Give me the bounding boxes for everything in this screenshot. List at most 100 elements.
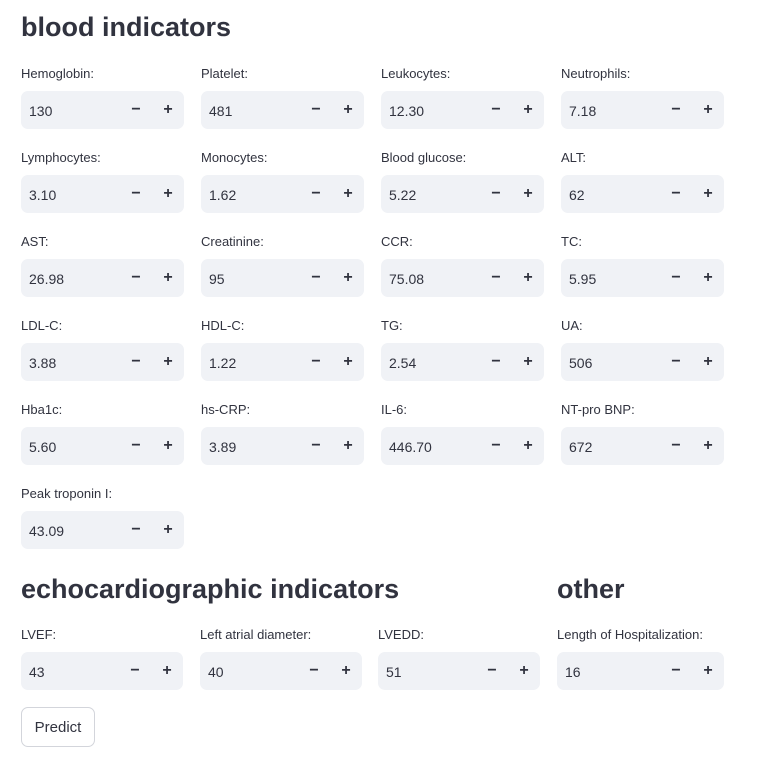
platelet-increment-button[interactable]: +: [343, 101, 353, 118]
il-6-increment-button[interactable]: +: [523, 437, 533, 454]
hospitalization-length-decrement-button[interactable]: −: [671, 662, 681, 679]
platelet-input[interactable]: 481 − +: [201, 91, 364, 129]
hemoglobin-value[interactable]: 130: [29, 103, 53, 119]
blood-glucose-value[interactable]: 5.22: [389, 187, 417, 203]
hemoglobin-increment-button[interactable]: +: [163, 101, 173, 118]
alt-decrement-button[interactable]: −: [671, 185, 681, 202]
tg-input[interactable]: 2.54 − +: [381, 343, 544, 381]
nt-pro-bnp-increment-button[interactable]: +: [703, 437, 713, 454]
lymphocytes-value[interactable]: 3.10: [29, 187, 57, 203]
hdl-c-increment-button[interactable]: +: [343, 353, 353, 370]
hs-crp-input[interactable]: 3.89 − +: [201, 427, 364, 465]
nt-pro-bnp-input[interactable]: 672 − +: [561, 427, 724, 465]
hemoglobin-decrement-button[interactable]: −: [131, 101, 141, 118]
hba1c-input[interactable]: 5.60 − +: [21, 427, 184, 465]
hs-crp-value[interactable]: 3.89: [209, 439, 237, 455]
lvef-increment-button[interactable]: +: [162, 662, 172, 679]
ua-increment-button[interactable]: +: [703, 353, 713, 370]
monocytes-increment-button[interactable]: +: [343, 185, 353, 202]
hba1c-value[interactable]: 5.60: [29, 439, 57, 455]
leukocytes-value[interactable]: 12.30: [389, 103, 425, 119]
alt-increment-button[interactable]: +: [703, 185, 713, 202]
ldl-c-increment-button[interactable]: +: [163, 353, 173, 370]
il-6-input[interactable]: 446.70 − +: [381, 427, 544, 465]
neutrophils-increment-button[interactable]: +: [703, 101, 713, 118]
creatinine-input[interactable]: 95 − +: [201, 259, 364, 297]
tc-input[interactable]: 5.95 − +: [561, 259, 724, 297]
neutrophils-value[interactable]: 7.18: [569, 103, 597, 119]
blood-glucose-increment-button[interactable]: +: [523, 185, 533, 202]
tg-increment-button[interactable]: +: [523, 353, 533, 370]
peak-troponin-decrement-button[interactable]: −: [131, 521, 141, 538]
leukocytes-increment-button[interactable]: +: [523, 101, 533, 118]
blood-glucose-decrement-button[interactable]: −: [491, 185, 501, 202]
platelet-decrement-button[interactable]: −: [311, 101, 321, 118]
peak-troponin-input[interactable]: 43.09 − +: [21, 511, 184, 549]
ast-value[interactable]: 26.98: [29, 271, 65, 287]
platelet-value[interactable]: 481: [209, 103, 233, 119]
lvedd-value[interactable]: 51: [386, 664, 402, 680]
ccr-decrement-button[interactable]: −: [491, 269, 501, 286]
il-6-decrement-button[interactable]: −: [491, 437, 501, 454]
tc-increment-button[interactable]: +: [703, 269, 713, 286]
ua-decrement-button[interactable]: −: [671, 353, 681, 370]
neutrophils-input[interactable]: 7.18 − +: [561, 91, 724, 129]
ccr-increment-button[interactable]: +: [523, 269, 533, 286]
hospitalization-length-value[interactable]: 16: [565, 664, 581, 680]
creatinine-value[interactable]: 95: [209, 271, 225, 287]
tc-value[interactable]: 5.95: [569, 271, 597, 287]
creatinine-increment-button[interactable]: +: [343, 269, 353, 286]
blood-glucose-input[interactable]: 5.22 − +: [381, 175, 544, 213]
hba1c-decrement-button[interactable]: −: [131, 437, 141, 454]
ast-increment-button[interactable]: +: [163, 269, 173, 286]
hdl-c-decrement-button[interactable]: −: [311, 353, 321, 370]
hdl-c-input[interactable]: 1.22 − +: [201, 343, 364, 381]
hospitalization-length-input[interactable]: 16 − +: [557, 652, 724, 690]
ccr-input[interactable]: 75.08 − +: [381, 259, 544, 297]
ldl-c-input[interactable]: 3.88 − +: [21, 343, 184, 381]
ccr-value[interactable]: 75.08: [389, 271, 425, 287]
hemoglobin-input[interactable]: 130 − +: [21, 91, 184, 129]
lymphocytes-input[interactable]: 3.10 − +: [21, 175, 184, 213]
left-atrial-diameter-value[interactable]: 40: [208, 664, 224, 680]
ast-decrement-button[interactable]: −: [131, 269, 141, 286]
hs-crp-increment-button[interactable]: +: [343, 437, 353, 454]
lvef-decrement-button[interactable]: −: [130, 662, 140, 679]
tc-decrement-button[interactable]: −: [671, 269, 681, 286]
ua-value[interactable]: 506: [569, 355, 593, 371]
ua-input[interactable]: 506 − +: [561, 343, 724, 381]
lvedd-input[interactable]: 51 − +: [378, 652, 540, 690]
left-atrial-diameter-input[interactable]: 40 − +: [200, 652, 362, 690]
ast-input[interactable]: 26.98 − +: [21, 259, 184, 297]
alt-input[interactable]: 62 − +: [561, 175, 724, 213]
lymphocytes-increment-button[interactable]: +: [163, 185, 173, 202]
tg-value[interactable]: 2.54: [389, 355, 417, 371]
ldl-c-decrement-button[interactable]: −: [131, 353, 141, 370]
lvef-input[interactable]: 43 − +: [21, 652, 183, 690]
monocytes-value[interactable]: 1.62: [209, 187, 237, 203]
nt-pro-bnp-decrement-button[interactable]: −: [671, 437, 681, 454]
hba1c-increment-button[interactable]: +: [163, 437, 173, 454]
lvef-value[interactable]: 43: [29, 664, 45, 680]
leukocytes-decrement-button[interactable]: −: [491, 101, 501, 118]
neutrophils-decrement-button[interactable]: −: [671, 101, 681, 118]
hs-crp-decrement-button[interactable]: −: [311, 437, 321, 454]
lymphocytes-decrement-button[interactable]: −: [131, 185, 141, 202]
monocytes-input[interactable]: 1.62 − +: [201, 175, 364, 213]
leukocytes-input[interactable]: 12.30 − +: [381, 91, 544, 129]
lvedd-increment-button[interactable]: +: [519, 662, 529, 679]
il-6-value[interactable]: 446.70: [389, 439, 432, 455]
left-atrial-diameter-decrement-button[interactable]: −: [309, 662, 319, 679]
predict-button[interactable]: Predict: [21, 707, 95, 747]
monocytes-decrement-button[interactable]: −: [311, 185, 321, 202]
peak-troponin-value[interactable]: 43.09: [29, 523, 65, 539]
peak-troponin-increment-button[interactable]: +: [163, 521, 173, 538]
hdl-c-value[interactable]: 1.22: [209, 355, 237, 371]
nt-pro-bnp-value[interactable]: 672: [569, 439, 593, 455]
ldl-c-value[interactable]: 3.88: [29, 355, 57, 371]
tg-decrement-button[interactable]: −: [491, 353, 501, 370]
left-atrial-diameter-increment-button[interactable]: +: [341, 662, 351, 679]
creatinine-decrement-button[interactable]: −: [311, 269, 321, 286]
lvedd-decrement-button[interactable]: −: [487, 662, 497, 679]
hospitalization-length-increment-button[interactable]: +: [703, 662, 713, 679]
